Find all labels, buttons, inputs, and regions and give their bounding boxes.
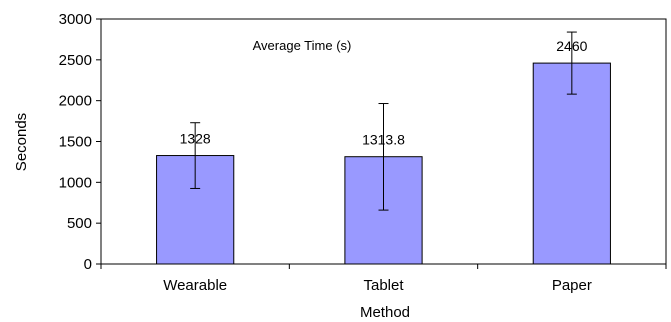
- data-label: 1313.8: [362, 132, 405, 148]
- x-tick-label: Tablet: [363, 277, 404, 294]
- y-tick-label: 500: [67, 215, 92, 232]
- data-label: 2460: [556, 38, 587, 54]
- y-tick-label: 0: [84, 256, 92, 273]
- x-axis-title: Method: [360, 304, 410, 321]
- x-axis: Wearable Tablet Paper: [100, 264, 667, 294]
- y-tick-label: 3000: [59, 11, 92, 28]
- y-axis: 0 500 1000 1500 2000 2500 3000: [59, 11, 101, 273]
- x-tick-label: Paper: [552, 277, 592, 294]
- y-axis-title: Seconds: [13, 113, 30, 171]
- error-bars: [190, 31, 577, 211]
- y-tick-label: 2000: [59, 93, 92, 110]
- x-tick-label: Wearable: [163, 277, 227, 294]
- y-tick-label: 1000: [59, 174, 92, 191]
- y-tick-label: 2500: [59, 52, 92, 69]
- y-tick-label: 1500: [59, 134, 92, 151]
- data-labels: 1328 1313.8 2460: [180, 38, 588, 148]
- bar: [532, 62, 611, 265]
- data-label: 1328: [180, 131, 211, 147]
- chart-title: Average Time (s): [253, 38, 352, 53]
